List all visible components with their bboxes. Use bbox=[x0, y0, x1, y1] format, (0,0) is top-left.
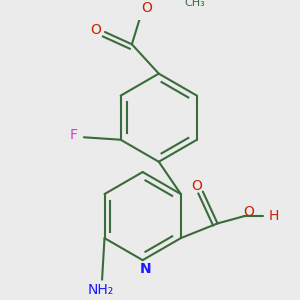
Text: CH₃: CH₃ bbox=[184, 0, 205, 8]
Text: H: H bbox=[268, 209, 279, 223]
Text: O: O bbox=[91, 22, 102, 37]
Text: O: O bbox=[191, 179, 203, 193]
Text: O: O bbox=[243, 205, 254, 219]
Text: F: F bbox=[69, 128, 77, 142]
Text: O: O bbox=[141, 1, 152, 15]
Text: NH₂: NH₂ bbox=[88, 284, 114, 298]
Text: N: N bbox=[139, 262, 151, 276]
